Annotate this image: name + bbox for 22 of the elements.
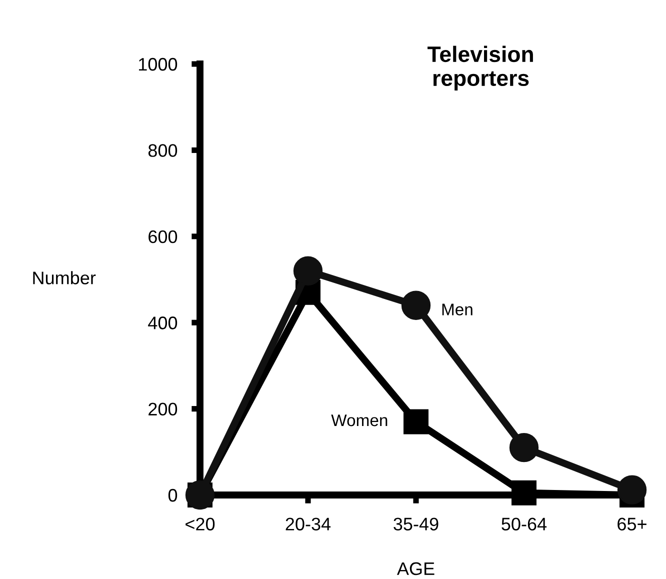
x-tick-label: 65+ bbox=[618, 518, 646, 530]
chart-title: Television reporters bbox=[428, 46, 533, 90]
y-tick-label: 1000 bbox=[138, 58, 178, 71]
point bbox=[512, 480, 536, 506]
point bbox=[401, 290, 431, 320]
point bbox=[617, 475, 647, 504]
y-tick-label: 600 bbox=[148, 230, 178, 244]
series-label: Men bbox=[442, 304, 472, 316]
y-tick-label: 400 bbox=[148, 316, 178, 330]
x-tick-label: <20 bbox=[186, 518, 215, 530]
point bbox=[404, 409, 428, 434]
y-tick-label: 800 bbox=[148, 144, 178, 157]
point bbox=[509, 433, 539, 462]
y-axis-title: Number bbox=[33, 271, 96, 284]
point bbox=[293, 256, 323, 286]
y-tick-label: 0 bbox=[168, 488, 178, 502]
y-tick-label: 200 bbox=[148, 402, 178, 416]
x-axis-title: AGE bbox=[396, 562, 434, 576]
x-tick-label: 20-34 bbox=[286, 518, 331, 530]
series-label: Women bbox=[331, 414, 388, 426]
x-tick-label: 35-49 bbox=[394, 518, 438, 530]
x-tick-label: 50-64 bbox=[502, 518, 547, 530]
